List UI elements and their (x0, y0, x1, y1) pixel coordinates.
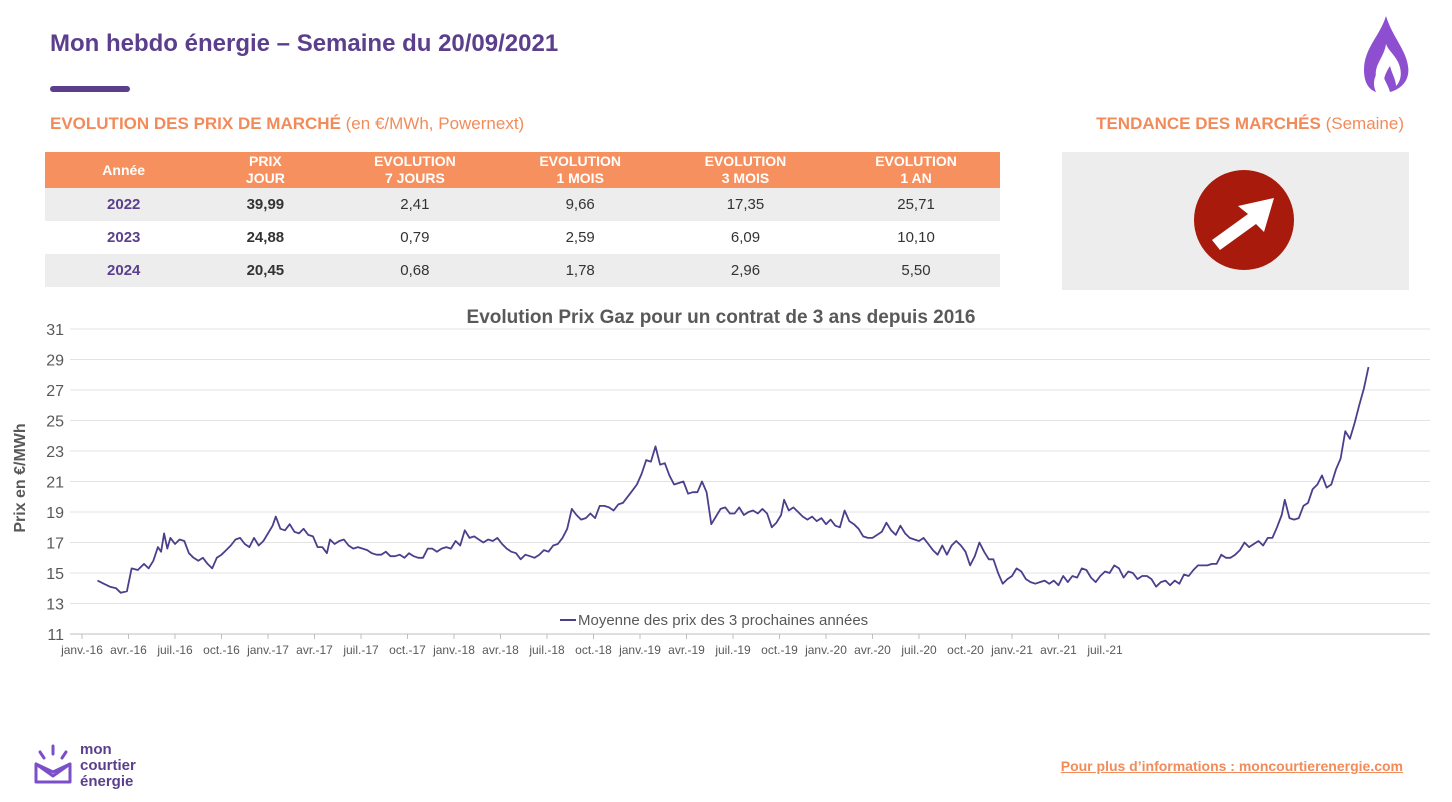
x-tick-label: janv.-21 (990, 643, 1033, 657)
x-tick-label: avr.-21 (1040, 643, 1077, 657)
evolution-cell: 5,50 (832, 254, 1000, 287)
x-tick-label: janv.-17 (246, 643, 289, 657)
table-row: 2022 39,99 2,41 9,66 17,35 25,71 (45, 188, 1000, 221)
trend-heading: TENDANCE DES MARCHÉS (Semaine) (1096, 114, 1404, 133)
y-tick-label: 25 (46, 414, 64, 431)
gas-price-chart: Evolution Prix Gaz pour un contrat de 3 … (12, 307, 1430, 657)
x-tick-label: avr.-18 (482, 643, 519, 657)
x-tick-label: oct.-19 (761, 643, 798, 657)
y-axis-label: Prix en €/MWh (12, 423, 29, 532)
title-underline (50, 86, 130, 92)
logo-line: courtier (80, 757, 136, 774)
x-tick-label: juil.-17 (342, 643, 379, 657)
year-cell: 2024 (45, 254, 203, 287)
logo-line: mon (80, 741, 112, 758)
x-tick-label: oct.-17 (389, 643, 426, 657)
x-tick-label: avr.-19 (668, 643, 705, 657)
market-prices-heading: EVOLUTION DES PRIX DE MARCHÉ (en €/MWh, … (50, 114, 525, 133)
y-tick-label: 15 (46, 566, 64, 583)
evolution-cell: 2,59 (565, 229, 595, 246)
evolution-cell: 2,96 (658, 254, 833, 287)
logo-icon (34, 744, 72, 784)
evolution-cell: 6,09 (730, 229, 761, 246)
column-header: PRIX JOUR (202, 152, 329, 188)
evolution-cell: 25,71 (832, 188, 1000, 221)
logo-line: énergie (80, 773, 134, 790)
x-tick-label: juil.-18 (528, 643, 565, 657)
x-tick-label: janv.-20 (804, 643, 847, 657)
x-tick-label: avr.-20 (854, 643, 891, 657)
table-header-row: Année PRIX JOUR EVOLUTION 7 JOURS EVOLUTIO… (45, 152, 1000, 188)
evolution-cell: 0,79 (400, 229, 430, 246)
y-tick-label: 19 (46, 505, 64, 522)
brand-logo-text: mon courtier énergie (80, 742, 136, 790)
y-tick-label: 17 (46, 536, 64, 553)
year-cell: 2023 (107, 229, 141, 246)
evolution-cell: 10,10 (897, 229, 935, 246)
column-header: Année (45, 152, 203, 188)
x-tick-label: juil.-20 (900, 643, 937, 657)
y-tick-label: 23 (46, 444, 64, 461)
column-header: EVOLUTION 1 AN (832, 152, 1000, 188)
evolution-cell: 2,41 (328, 188, 502, 221)
series-line (97, 366, 1370, 594)
page-title: Mon hebdo énergie – Semaine du 20/09/202… (50, 30, 559, 57)
column-header: EVOLUTION 3 MOIS (658, 152, 833, 188)
x-tick-label: oct.-20 (947, 643, 984, 657)
flame-icon (1364, 16, 1409, 92)
x-tick-label: juil.-19 (714, 643, 751, 657)
x-tick-label: janv.-16 (60, 643, 103, 657)
table-row: 2023 24,88 0,79 2,59 6,09 10,10 (45, 221, 1000, 254)
up-right-arrow-icon (1194, 170, 1294, 270)
y-tick-label: 21 (46, 475, 64, 492)
evolution-cell: 17,35 (658, 188, 833, 221)
market-prices-table: Année PRIX JOUR EVOLUTION 7 JOURS EVOLUTIO… (45, 152, 1000, 287)
day-price-cell: 20,45 (202, 254, 329, 287)
y-tick-label: 31 (46, 322, 64, 339)
x-tick-label: oct.-18 (575, 643, 612, 657)
y-tick-label: 27 (46, 383, 64, 400)
chart-title: Evolution Prix Gaz pour un contrat de 3 … (467, 307, 976, 328)
column-header: EVOLUTION 7 JOURS (328, 152, 502, 188)
day-price-cell: 24,88 (246, 229, 285, 246)
evolution-cell: 9,66 (501, 188, 659, 221)
more-info-link[interactable]: Pour plus d’informations : moncourtieren… (1060, 758, 1403, 774)
x-tick-label: oct.-16 (203, 643, 240, 657)
evolution-cell: 0,68 (328, 254, 502, 287)
x-tick-label: avr.-16 (110, 643, 147, 657)
x-tick-label: janv.-19 (618, 643, 661, 657)
y-tick-label: 13 (46, 597, 64, 614)
y-tick-label: 11 (47, 627, 64, 644)
x-tick-label: juil.-21 (1086, 643, 1123, 657)
x-tick-label: avr.-17 (296, 643, 333, 657)
year-cell: 2022 (45, 188, 203, 221)
x-tick-label: juil.-16 (156, 643, 193, 657)
y-tick-label: 29 (46, 353, 64, 370)
x-tick-label: janv.-18 (432, 643, 475, 657)
table-row: 2024 20,45 0,68 1,78 2,96 5,50 (45, 254, 1000, 287)
day-price-cell: 39,99 (202, 188, 329, 221)
evolution-cell: 1,78 (501, 254, 659, 287)
column-header: EVOLUTION 1 MOIS (501, 152, 659, 188)
legend-label: Moyenne des prix des 3 prochaines années (578, 612, 868, 629)
